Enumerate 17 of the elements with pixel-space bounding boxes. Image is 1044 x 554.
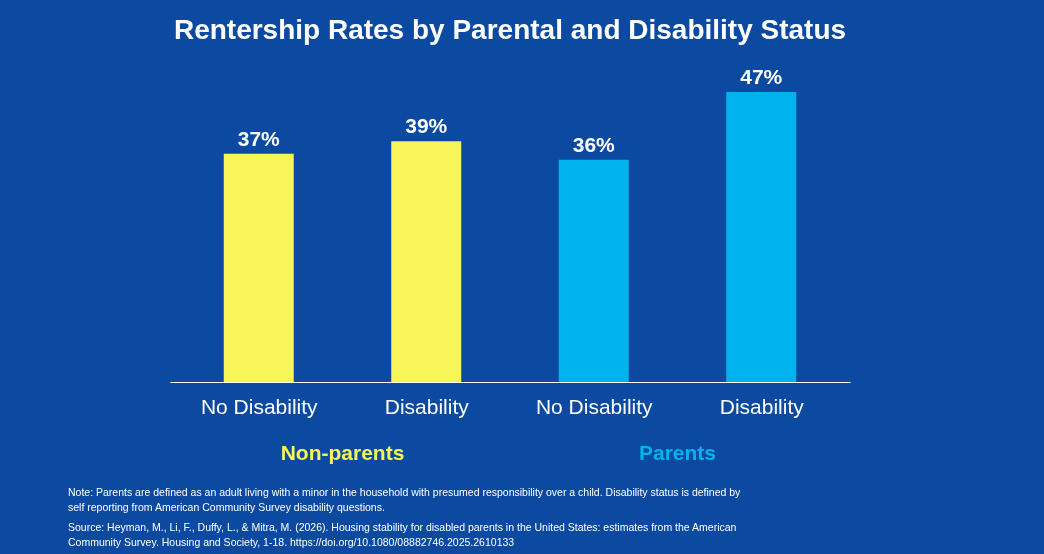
data-label: 47% <box>740 65 783 88</box>
data-label: 36% <box>572 132 616 156</box>
bar <box>223 153 294 382</box>
text: Parents <box>638 441 717 464</box>
chart-title: Rentership Rates by Parental and Disability Status <box>173 14 847 45</box>
text: Note: Parents are defined as an adult living with a minor in the household with presumed responsibility over a child. Disability status is defined by self reporting from American Community Survey disability questions. <box>68 486 742 513</box>
data-label: 37% <box>237 126 281 150</box>
bar <box>558 159 629 382</box>
x-tick-label: No Disability <box>535 394 654 418</box>
text: Non-parents <box>280 441 405 464</box>
x-tick-label: No Disability <box>200 394 319 418</box>
data-label: 39% <box>405 114 448 138</box>
bar <box>391 141 462 382</box>
source-note: Source: Heyman, M., Li, F., Duffy, L., & Mitra, M. (2026). Housing stability for disabled parents in the United States: estimates from the American Community Survey. Housing and Society, 1-18. https://doi.org/10.1080/08882746.2025.2610133 <box>68 521 737 548</box>
x-tick-label: Disability <box>719 394 805 418</box>
bar <box>726 92 797 382</box>
x-tick-label: Disability <box>384 394 470 418</box>
